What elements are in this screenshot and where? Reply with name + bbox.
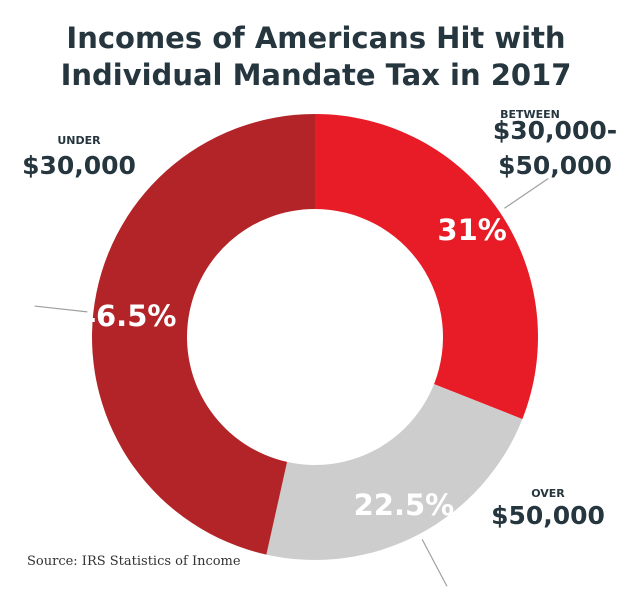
chart-title-line-2: Individual Mandate Tax in 2017 [60, 58, 572, 92]
value-label-30-000-50-000: 31% [437, 213, 506, 247]
category-label-30-000-50-000-line-1: $30,000- [493, 116, 617, 145]
slice-30-000-50-000 [315, 114, 538, 420]
source-note: Source: IRS Statistics of Income [27, 554, 241, 569]
category-label-50-000-line-1: $50,000 [491, 501, 605, 530]
category-label-small-50-000: OVER [531, 487, 565, 500]
category-label-small-30-000: UNDER [57, 134, 101, 147]
slice-30-000 [91, 114, 315, 555]
value-label-30-000: 46.5% [76, 299, 177, 333]
leader-line-30-000 [34, 305, 88, 313]
value-label-50-000: 22.5% [354, 488, 455, 522]
chart-title: Incomes of Americans Hit with Individual… [0, 20, 632, 94]
slice-50-000 [266, 384, 523, 560]
chart-title-line-1: Incomes of Americans Hit with [66, 21, 566, 55]
leader-line-30-000-50-000 [504, 177, 549, 209]
category-label-small-30-000-50-000: BETWEEN [500, 108, 560, 121]
category-label-30-000-50-000-line-2: $50,000 [498, 151, 612, 180]
leader-line-50-000 [421, 539, 448, 587]
category-label-30-000-line-1: $30,000 [22, 151, 136, 180]
